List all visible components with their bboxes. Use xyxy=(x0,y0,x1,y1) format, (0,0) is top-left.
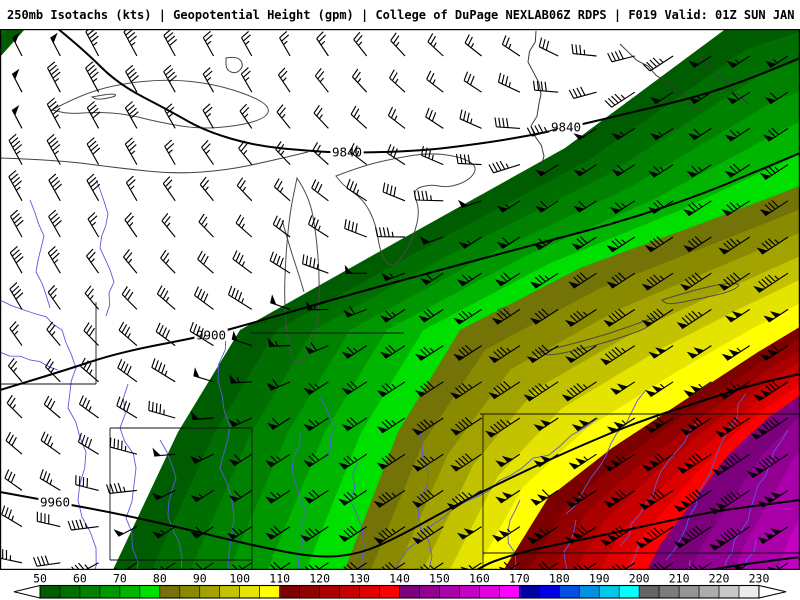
legend-cell xyxy=(319,585,340,599)
legend-cell xyxy=(359,585,380,599)
legend-cells xyxy=(39,585,760,599)
legend-cell xyxy=(79,585,101,599)
legend-cell xyxy=(399,585,420,599)
legend-cell xyxy=(239,585,260,599)
legend-cell xyxy=(459,585,480,599)
legend-cell xyxy=(299,585,320,599)
legend-tick-label: 60 xyxy=(73,572,87,586)
legend-cell xyxy=(539,585,560,599)
legend-cell xyxy=(259,585,280,599)
legend-cell xyxy=(499,585,520,599)
legend-tick-label: 70 xyxy=(113,572,127,586)
legend-cell xyxy=(598,585,620,599)
valid-time-info: 06Z RDPS | F019 Valid: 01Z SUN JAN 18 20… xyxy=(548,7,800,22)
product-title: 250mb Isotachs (kts) | Geopotential Heig… xyxy=(7,7,549,22)
wind-barb-layer xyxy=(0,29,789,570)
map-border xyxy=(0,29,800,570)
legend-cell xyxy=(219,585,241,599)
legend-cell xyxy=(439,585,460,599)
legend-cell xyxy=(578,585,600,599)
legend-tick-label: 140 xyxy=(389,572,410,586)
legend-tick-label: 170 xyxy=(509,572,530,586)
legend-cell xyxy=(419,585,440,599)
legend-tick-label: 220 xyxy=(709,572,730,586)
legend-tick-label: 180 xyxy=(549,572,570,586)
legend-cell xyxy=(698,585,720,599)
legend-cell xyxy=(519,585,540,599)
legend-cell xyxy=(658,585,680,599)
height-contour-9900 xyxy=(0,152,800,391)
color-scale-legend: 50 60 70 80 90 100 110 120 130 140 150 160 170 180 190… xyxy=(0,570,800,600)
legend-tick-label: 210 xyxy=(669,572,690,586)
legend-cell xyxy=(39,585,61,599)
legend-cell xyxy=(678,585,700,599)
contour-label: 9960 xyxy=(40,495,70,510)
legend-cell xyxy=(479,585,500,599)
legend-tick-label: 100 xyxy=(229,572,250,586)
legend-tick-label: 90 xyxy=(193,572,207,586)
legend-cell xyxy=(379,585,400,599)
legend-cell xyxy=(59,585,81,599)
legend-cell xyxy=(199,585,221,599)
legend-tick-label: 200 xyxy=(629,572,650,586)
legend-cell xyxy=(99,585,121,599)
legend-tick-label: 110 xyxy=(269,572,290,586)
legend-tick-label: 160 xyxy=(469,572,490,586)
legend-cell xyxy=(119,585,141,599)
legend-cell xyxy=(159,585,181,599)
legend-tick-labels: 50 60 70 80 90 100 110 120 130 140 150 160 170 180 190… xyxy=(33,572,769,586)
legend-tick-label: 80 xyxy=(153,572,167,586)
legend-tick-label: 150 xyxy=(429,572,450,586)
legend-cell xyxy=(179,585,201,599)
legend-cell xyxy=(638,585,660,599)
height-contour-9960 xyxy=(0,373,800,558)
height-contour-unlabeled xyxy=(474,499,800,570)
legend-tick-label: 130 xyxy=(349,572,370,586)
legend-tick-label: 230 xyxy=(749,572,770,586)
legend-cell xyxy=(558,585,580,599)
legend-arrow-left xyxy=(13,584,41,599)
legend-arrow-right xyxy=(758,584,787,599)
legend-cell xyxy=(718,585,740,599)
legend-tick-label: 120 xyxy=(309,572,330,586)
legend-cell xyxy=(618,585,640,599)
legend-cell xyxy=(139,585,161,599)
height-contour-unlabeled xyxy=(704,556,800,570)
contour-label-halo xyxy=(549,120,583,133)
legend-cell xyxy=(339,585,360,599)
legend-cell xyxy=(738,585,760,599)
legend-tick-label: 50 xyxy=(33,572,47,586)
title-bar: 250mb Isotachs (kts) | Geopotential Heig… xyxy=(0,0,800,29)
wind-barb-strokes xyxy=(0,29,789,570)
legend-tick-label: 190 xyxy=(589,572,610,586)
legend-cell xyxy=(279,585,300,599)
contour-label: 9840 xyxy=(551,120,581,135)
contour-label-halo xyxy=(38,495,72,508)
